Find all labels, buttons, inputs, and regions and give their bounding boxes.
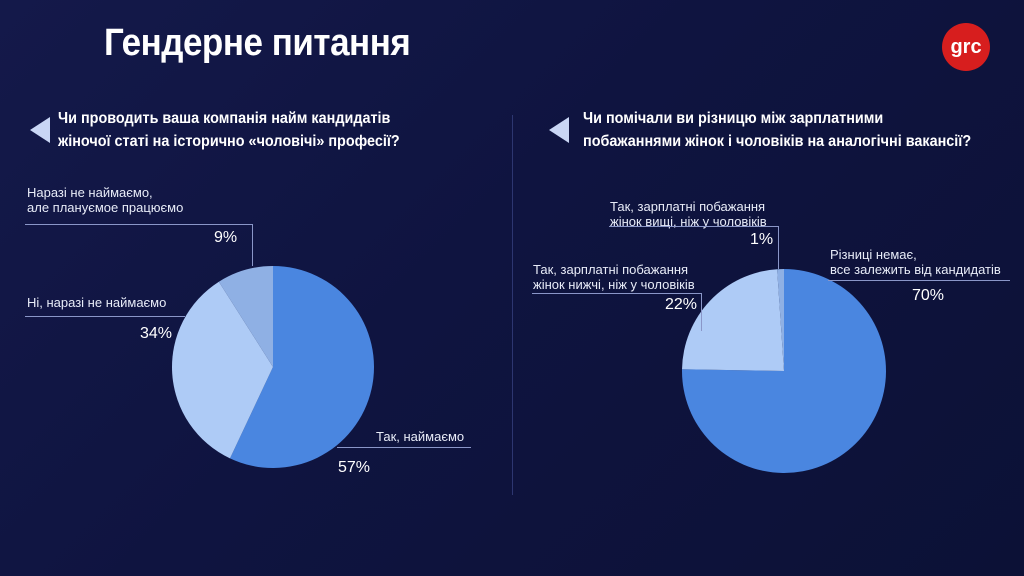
leader-line: [25, 316, 185, 317]
question-1-line-1: Чи проводить ваша компанія найм кандидат…: [58, 110, 391, 127]
leader-line: [252, 224, 253, 266]
question-2: Чи помічали ви різницю між зарплатними п…: [583, 107, 971, 153]
label-line: все залежить від кандидатів: [830, 262, 1001, 277]
label-planning: Наразі не наймаємо, але плануємое працює…: [27, 185, 183, 215]
value-label-70: 70%: [912, 287, 945, 304]
pie-slice-57pct: [229, 266, 374, 468]
grc-logo: grc: [942, 23, 990, 71]
label-no: Ні, наразі не наймаємо: [27, 295, 167, 310]
label-line: Так, зарплатні побажання: [533, 262, 689, 277]
label-lower: Так, зарплатні побажання жінок нижчі, ні…: [533, 262, 695, 292]
leader-line: [609, 226, 779, 227]
value-label-22: 22%: [665, 296, 698, 313]
label-line: жінок вищі, ніж у чоловіків: [610, 214, 767, 229]
question-1-line-2: жіночої статі на історично «чоловічі» пр…: [58, 133, 400, 150]
label-higher: Так, зарплатні побажання жінок вищі, ніж…: [610, 199, 767, 229]
pie-slice-22pct: [682, 269, 784, 371]
pie-slice-1pct: [777, 269, 784, 371]
pie-chart-2: [682, 269, 886, 474]
leader-line: [337, 447, 471, 448]
question-2-line-2: побажаннями жінок і чоловіків на аналогі…: [583, 133, 972, 150]
triangle-pointer-icon: [30, 117, 50, 143]
pie-slice-9pct: [218, 266, 273, 367]
value-label-9: 9%: [214, 229, 238, 246]
leader-line: [828, 280, 1010, 281]
pie-slice-34pct: [172, 281, 273, 459]
label-no-difference: Різниці немає, все залежить від кандидат…: [830, 247, 1001, 277]
value-label-57: 57%: [338, 459, 371, 476]
pie-chart-1: [172, 266, 374, 468]
leader-line: [532, 293, 702, 294]
label-yes: Так, наймаємо: [376, 429, 465, 444]
leader-line: [701, 293, 702, 331]
divider: [512, 115, 513, 495]
label-line: Наразі не наймаємо,: [27, 185, 153, 200]
label-line: жінок нижчі, ніж у чоловіків: [533, 277, 695, 292]
page-title: Гендерне питання: [104, 22, 411, 64]
pie-slice-70pct: [682, 269, 886, 474]
leader-line: [778, 226, 779, 269]
label-line: Різниці немає,: [830, 247, 917, 262]
triangle-pointer-icon: [549, 117, 569, 143]
leader-line: [25, 224, 253, 225]
label-line: але плануємое працюємо: [27, 200, 184, 215]
question-1: Чи проводить ваша компанія найм кандидат…: [58, 107, 400, 153]
value-label-1: 1%: [750, 231, 774, 248]
value-label-34: 34%: [140, 325, 173, 342]
label-line: Так, зарплатні побажання: [610, 199, 766, 214]
question-2-line-1: Чи помічали ви різницю між зарплатними: [583, 110, 884, 127]
